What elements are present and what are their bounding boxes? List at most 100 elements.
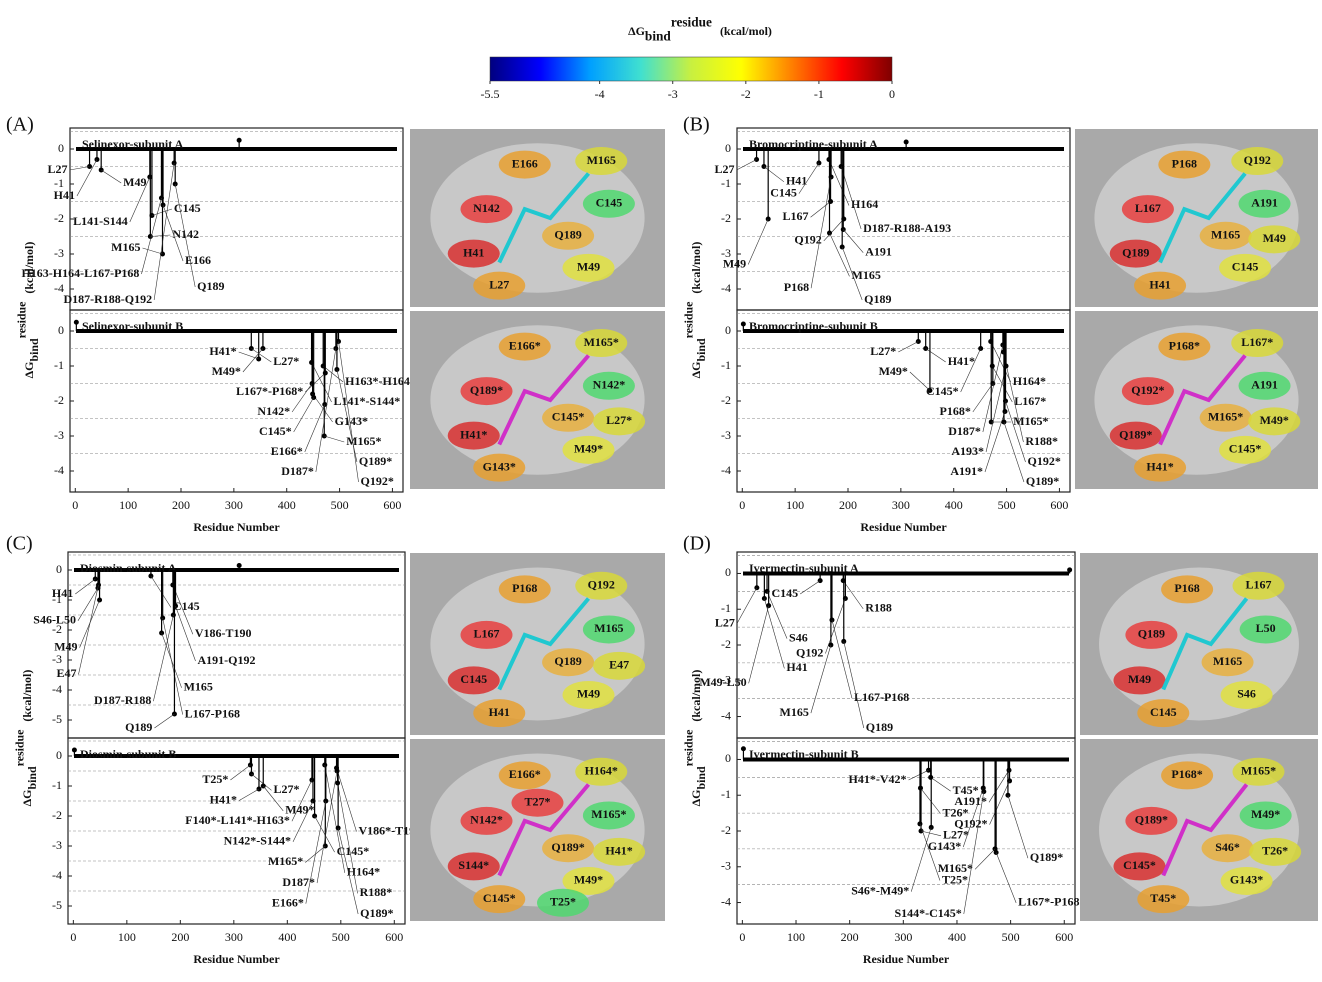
y-tick-label: 0	[725, 565, 731, 579]
structure-label: M49*	[574, 873, 603, 887]
subplot-title: Diosmin-subunit B	[80, 747, 176, 761]
axis-label: ΔGbindresidue(kcal/mol)	[681, 242, 708, 379]
structure-label: A191	[1251, 378, 1278, 392]
leader-line	[1006, 401, 1026, 462]
point-label: D187*	[948, 424, 981, 438]
structure-label: M49	[577, 687, 600, 701]
stem-point	[237, 563, 242, 568]
panel-letter: (A)	[6, 114, 34, 136]
x-tick-label: 200	[172, 498, 190, 512]
point-label: Q189*	[360, 906, 393, 920]
structure-label: T26*	[1262, 844, 1288, 858]
leader-line	[153, 615, 173, 701]
y-tick-label: -2	[721, 393, 731, 407]
point-label: H164*	[347, 865, 380, 879]
structure-label: C145*	[1229, 442, 1262, 456]
point-label: Q189	[866, 720, 893, 734]
y-tick-label: -4	[721, 894, 731, 908]
structure-label: G143*	[483, 459, 516, 473]
label-unit: (kcal/mol)	[20, 670, 34, 722]
leader-line	[143, 248, 163, 254]
label-sub: bind	[694, 338, 708, 362]
label-unit: (kcal/mol)	[22, 242, 36, 294]
y-tick-label: -4	[52, 682, 62, 696]
point-label: H41*	[948, 354, 975, 368]
label-sub: bind	[694, 766, 708, 790]
structure-label: Q189*	[470, 383, 503, 397]
x-tick-label: 0	[72, 498, 78, 512]
point-label: Q192	[794, 233, 821, 247]
leader-line	[996, 852, 1016, 902]
point-label: R188	[865, 601, 892, 615]
structure-label: M49	[1263, 231, 1286, 245]
y-tick-label: 0	[56, 748, 62, 762]
point-label: R188*	[360, 885, 393, 899]
x-tick-label: 500	[331, 498, 349, 512]
leader-line	[991, 342, 1011, 383]
structure-label: H41*	[460, 427, 487, 441]
point-label: D187-R188-A193	[863, 221, 951, 235]
leader-line	[926, 349, 946, 363]
point-label: S144*-C145*	[894, 906, 961, 920]
point-label: H164*	[1013, 374, 1046, 388]
leader-line	[830, 233, 850, 276]
structure-label: M49*	[1260, 413, 1289, 427]
point-label: F140*-L141*-H163*	[185, 813, 290, 827]
structure-label: N142*	[470, 813, 503, 827]
leader-line	[825, 599, 845, 654]
colorbar-tick-label: -3	[668, 87, 678, 101]
y-tick-label: -1	[52, 778, 62, 792]
y-tick-label: -3	[721, 428, 731, 442]
leader-line	[824, 219, 844, 241]
structure-label: Q189	[554, 228, 581, 242]
leader-line	[337, 768, 357, 832]
stem-point	[904, 140, 909, 145]
point-label: H163-H164-L167-P168	[21, 266, 139, 280]
structure-label: M165	[1211, 228, 1240, 242]
point-label: M165	[780, 705, 809, 719]
point-label: G143*	[335, 414, 368, 428]
point-label: C145	[174, 201, 201, 215]
x-axis-label: Residue Number	[860, 520, 947, 534]
axis-label: ΔGbindresidue(kcal/mol)	[628, 14, 772, 43]
panel-letter: (C)	[6, 533, 33, 555]
structure-label: M49*	[574, 442, 603, 456]
leader-line	[317, 771, 337, 883]
point-label: M49	[723, 256, 746, 270]
point-label: E47	[56, 666, 76, 680]
structure-label: M49*	[1251, 807, 1280, 821]
leader-line	[75, 579, 95, 594]
x-tick-label: 600	[385, 930, 403, 944]
label-sub: bind	[645, 29, 671, 44]
y-tick-label: -1	[721, 358, 731, 372]
x-tick-label: 200	[171, 930, 189, 944]
point-label: L167-P168	[185, 706, 240, 720]
structure-label: H41*	[1146, 459, 1173, 473]
x-tick-label: 100	[786, 498, 804, 512]
x-tick-label: 600	[1055, 930, 1073, 944]
structure-label: L27*	[606, 413, 632, 427]
x-tick-label: 300	[225, 930, 243, 944]
leader-line	[294, 398, 314, 433]
point-label: H41	[54, 188, 75, 202]
structure-label: L50	[1256, 621, 1276, 635]
leader-line	[163, 618, 183, 715]
y-tick-label: -4	[54, 463, 64, 477]
leader-line	[251, 774, 271, 790]
point-label: E166*	[271, 444, 303, 458]
structure-label: H41	[463, 245, 484, 259]
subplot-title: Selinexor-subunit B	[82, 319, 183, 333]
point-label: M49*	[212, 364, 241, 378]
structure-label: Q189*	[551, 840, 584, 854]
structure-label: E166	[512, 156, 538, 170]
point-label: M49-L50	[699, 675, 746, 689]
leader-line	[737, 588, 757, 624]
point-label: T25*	[202, 772, 228, 786]
leader-line	[920, 788, 940, 813]
structure-label: N142*	[593, 378, 626, 392]
point-label: R188*	[1025, 434, 1058, 448]
colorbar-tick-label: 0	[889, 87, 895, 101]
point-label: C145	[771, 586, 798, 600]
point-label: S46	[789, 630, 808, 644]
point-label: Q189*	[1030, 850, 1063, 864]
